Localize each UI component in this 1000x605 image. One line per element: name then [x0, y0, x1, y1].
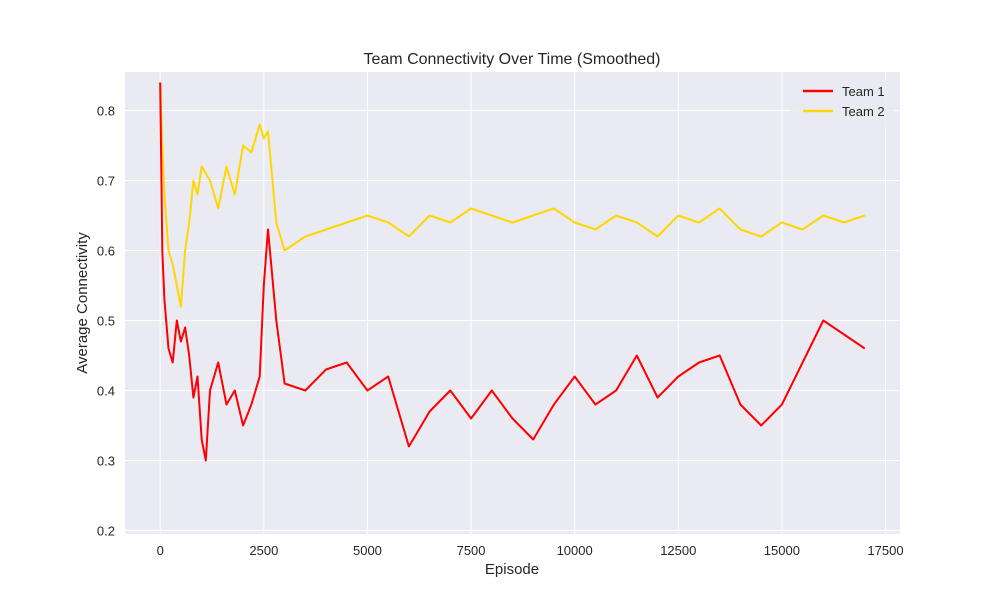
x-tick-label: 0 — [157, 543, 164, 558]
y-tick-label: 0.4 — [97, 384, 115, 399]
y-tick-label: 0.5 — [97, 314, 115, 329]
series-lines — [159, 82, 866, 462]
tick-labels: 0 2500 5000 7500 10000 12500 15000 17500 0.2 0.3 0… — [97, 104, 904, 559]
y-axis-label: Average Connectivity — [74, 232, 91, 374]
x-tick-label: 7500 — [457, 543, 486, 558]
legend: Team 1 Team 2 — [790, 80, 894, 128]
y-tick-label: 0.6 — [97, 244, 115, 259]
plot-background — [125, 72, 900, 534]
x-tick-label: 17500 — [867, 543, 903, 558]
y-tick-label: 0.8 — [97, 104, 115, 119]
series-line-team-2 — [159, 82, 866, 308]
x-tick-label: 2500 — [249, 543, 278, 558]
x-tick-label: 15000 — [764, 543, 800, 558]
legend-label-team-2: Team 2 — [842, 104, 885, 119]
y-tick-label: 0.7 — [97, 174, 115, 189]
y-tick-label: 0.2 — [97, 524, 115, 539]
x-tick-label: 10000 — [557, 543, 593, 558]
y-tick-label: 0.3 — [97, 454, 115, 469]
grid-lines — [125, 72, 900, 534]
legend-label-team-1: Team 1 — [842, 84, 885, 99]
x-tick-label: 5000 — [353, 543, 382, 558]
x-axis-label: Episode — [485, 561, 539, 578]
x-tick-label: 12500 — [660, 543, 696, 558]
series-line-team-1 — [159, 82, 866, 462]
chart-title: Team Connectivity Over Time (Smoothed) — [364, 51, 661, 68]
